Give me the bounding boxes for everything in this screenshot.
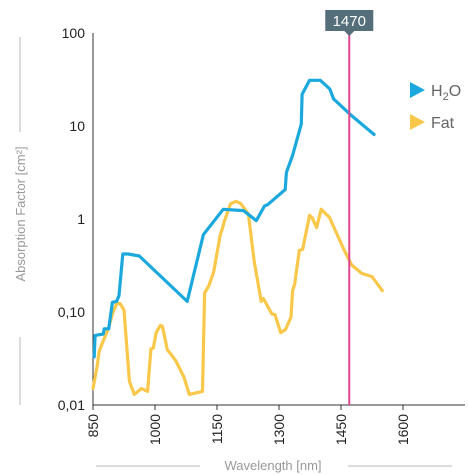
marker-label-pointer: [344, 31, 355, 36]
x-tick-label: 850: [85, 414, 101, 438]
marker-label: 1470: [333, 13, 366, 30]
legend-marker: [410, 114, 425, 130]
x-tick-label: 1600: [395, 414, 411, 445]
legend-label-h2o: H2O: [431, 83, 461, 103]
marker-label-box: [325, 10, 374, 31]
x-tick-label: 1000: [147, 414, 163, 445]
series-line-fat: [91, 199, 384, 396]
legend: H2O Fat: [410, 82, 461, 132]
legend-marker: [410, 82, 425, 98]
x-tick-label: 1300: [271, 414, 287, 445]
y-tick-label: 0,01: [58, 397, 85, 413]
y-tick-label: 1: [77, 211, 85, 227]
marker-layer: 1470: [325, 10, 374, 405]
y-axis-label: Absorption Factor [cm²]: [13, 146, 28, 281]
legend-label-fat: Fat: [431, 115, 455, 132]
series-layer: [91, 78, 384, 396]
y-tick-label: 0,10: [58, 304, 85, 320]
axis-labels: Wavelength [nm] Absorption Factor [cm²]: [13, 37, 452, 473]
y-tick-label: 100: [62, 25, 86, 41]
y-tick-label: 10: [69, 118, 85, 134]
x-axis-label: Wavelength [nm]: [224, 458, 321, 473]
x-tick-label: 1450: [333, 414, 349, 445]
x-tick-label: 1150: [209, 414, 225, 444]
series-line-h2o: [92, 78, 376, 359]
